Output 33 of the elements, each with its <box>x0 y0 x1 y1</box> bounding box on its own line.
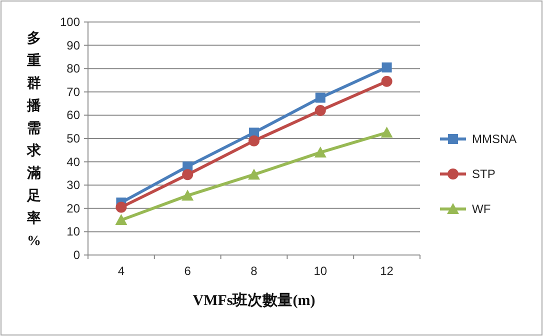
legend-label: MMSNA <box>472 132 517 146</box>
x-tick-label: 10 <box>314 264 328 278</box>
y-tick-label: 30 <box>66 178 80 192</box>
point <box>115 214 128 226</box>
x-tick-label: 12 <box>380 264 394 278</box>
x-axis-title: VMFs班次數量(m) <box>192 292 316 309</box>
x-tick-label: 8 <box>250 264 258 278</box>
y-tick-label: 70 <box>66 84 80 99</box>
y-tick-label: 90 <box>66 38 80 52</box>
text: 多重群播需求滿足率% <box>27 31 41 249</box>
point <box>380 126 393 138</box>
legend-label: WF <box>472 202 491 216</box>
point <box>248 168 260 180</box>
point <box>248 135 260 146</box>
point <box>381 76 392 87</box>
x-tick-label: 4 <box>118 264 125 278</box>
legend-label: STP <box>472 167 496 181</box>
y-tick-label: 40 <box>66 154 80 169</box>
point <box>116 202 127 213</box>
y-tick-label: 50 <box>66 132 80 146</box>
y-tick-label: 60 <box>66 108 80 122</box>
point <box>315 92 326 103</box>
y-tick-label: 100 <box>60 15 80 29</box>
point <box>314 146 326 158</box>
point <box>182 169 194 180</box>
x-tick-label: 6 <box>184 264 192 278</box>
y-tick-label: 20 <box>66 201 80 216</box>
point <box>314 105 326 116</box>
y-tick-label: 10 <box>66 224 80 239</box>
y-tick-label: 0 <box>73 248 80 262</box>
point <box>382 62 392 72</box>
point <box>182 190 194 201</box>
y-tick-label: 80 <box>66 62 80 76</box>
